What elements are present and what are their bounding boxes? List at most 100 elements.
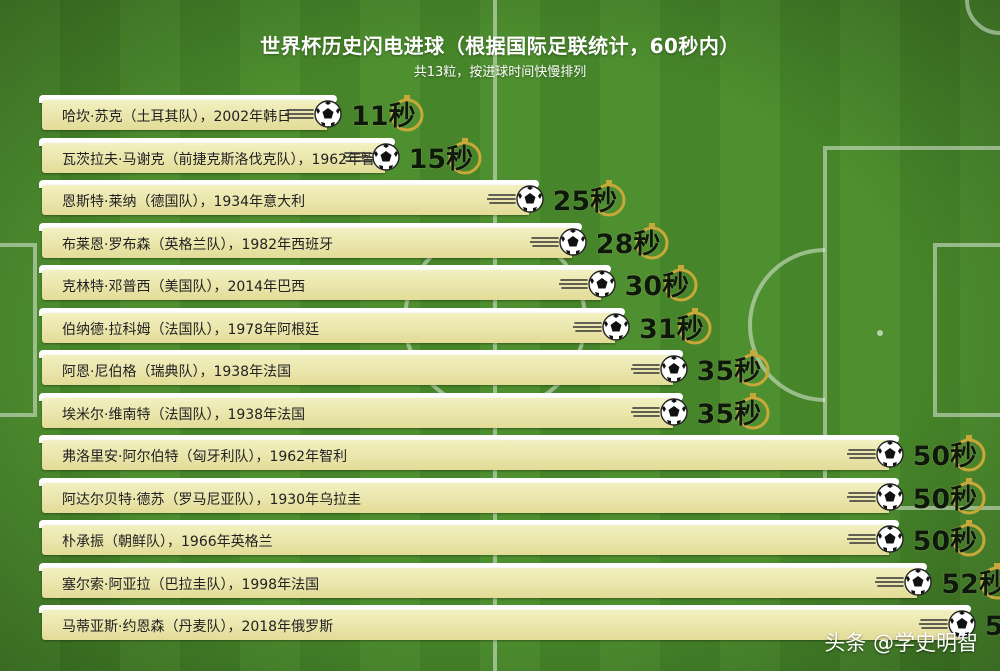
value-label: 25秒 — [552, 186, 618, 217]
stopwatch-icon — [736, 392, 770, 429]
speed-lines-icon — [558, 279, 588, 289]
stopwatch-icon — [448, 137, 482, 174]
value-label: 31秒 — [639, 313, 704, 345]
chart-subtitle: 共13粒，按进球时间快慢排列 — [413, 65, 587, 80]
soccer-ball-icon — [587, 270, 616, 298]
stopwatch-icon — [592, 180, 626, 217]
stopwatch-icon — [736, 350, 770, 387]
value-label: 50秒 — [912, 526, 978, 557]
stopwatch-icon — [390, 95, 424, 132]
bar: 瓦茨拉夫·马谢克（前捷克斯洛伐克队），1962年智利 15秒 — [39, 137, 482, 175]
category-label: 恩斯特·莱纳（德国队），1934年意大利 — [62, 194, 306, 210]
bar: 布莱恩·罗布森（英格兰队），1982年西班牙 28秒 — [39, 222, 669, 260]
bar: 哈坎·苏克（土耳其队），2002年韩日 11秒 — [39, 95, 424, 132]
speed-lines-icon — [630, 406, 660, 417]
bar-fill — [42, 525, 889, 555]
soccer-ball-icon — [875, 525, 904, 553]
soccer-ball-icon — [559, 227, 587, 256]
bar: 马蒂亚斯·约恩森（丹麦队），2018年俄罗斯 55秒 — [39, 605, 1000, 642]
stopwatch-icon — [635, 222, 669, 259]
category-label: 弗洛里安·阿尔伯特（匈牙利队），1962年智利 — [62, 449, 348, 465]
bar-top-edge — [39, 265, 611, 273]
value-label: 35秒 — [696, 356, 762, 387]
value-label: 15秒 — [408, 143, 474, 175]
bar-fill — [42, 227, 572, 258]
bar-fill — [42, 270, 601, 300]
bar: 恩斯特·莱纳（德国队），1934年意大利 25秒 — [39, 180, 626, 217]
chart-title: 世界杯历史闪电进球（根据国际足联统计，60秒内） — [260, 34, 740, 58]
bar: 阿恩·尼伯格（瑞典队），1938年法国 35秒 — [39, 350, 770, 387]
watermark: 头条 @学史明智 — [824, 631, 978, 655]
bar: 塞尔索·阿亚拉（巴拉圭队），1998年法国 52秒 — [39, 562, 1000, 600]
bar-fill — [42, 440, 889, 470]
soccer-ball-icon — [515, 185, 544, 213]
stopwatch-icon — [980, 562, 1000, 599]
bar: 弗洛里安·阿尔伯特（匈牙利队），1962年智利 50秒 — [39, 435, 986, 472]
speed-lines-icon — [846, 534, 876, 544]
category-label: 哈坎·苏克（土耳其队），2002年韩日 — [62, 109, 292, 125]
value-label: 50秒 — [912, 483, 978, 515]
stopwatch-icon — [664, 265, 698, 302]
bar-fill — [42, 610, 961, 640]
category-label: 阿恩·尼伯格（瑞典队），1938年法国 — [62, 364, 292, 380]
bar-top-edge — [39, 520, 899, 528]
speed-lines-icon — [573, 321, 602, 332]
bar-top-edge — [39, 562, 928, 571]
category-label: 阿达尔贝特·德苏（罗马尼亚队），1930年乌拉圭 — [62, 491, 362, 508]
value-label: 50秒 — [912, 441, 978, 472]
value-label: 11秒 — [351, 101, 416, 132]
soccer-ball-icon — [371, 142, 400, 171]
category-label: 伯纳德·拉科姆（法国队），1978年阿根廷 — [62, 321, 320, 338]
bar-fill — [42, 482, 889, 513]
speed-lines-icon — [918, 619, 948, 629]
bar-top-edge — [39, 350, 683, 358]
value-label: 52秒 — [941, 568, 1000, 600]
bar: 克林特·邓普西（美国队），2014年巴西 30秒 — [39, 265, 698, 302]
category-label: 埃米尔·维南特（法国队），1938年法国 — [62, 406, 306, 423]
bar-fill — [42, 185, 529, 215]
stopwatch-icon — [952, 435, 986, 472]
stopwatch-icon — [678, 307, 712, 344]
speed-lines-icon — [285, 109, 314, 119]
category-label: 克林特·邓普西（美国队），2014年巴西 — [62, 279, 306, 295]
bar-top-edge — [39, 605, 971, 613]
value-label: 55秒 — [984, 611, 1000, 642]
bar-fill — [42, 397, 673, 428]
category-label: 瓦茨拉夫·马谢克（前捷克斯洛伐克队），1962年智利 — [62, 151, 390, 168]
speed-lines-icon — [630, 364, 660, 374]
category-label: 塞尔索·阿亚拉（巴拉圭队），1998年法国 — [62, 576, 320, 593]
speed-lines-icon — [342, 151, 372, 162]
bar: 伯纳德·拉科姆（法国队），1978年阿根廷 31秒 — [39, 307, 712, 345]
bar-fill — [42, 567, 918, 598]
speed-lines-icon — [846, 449, 876, 459]
bar-top-edge — [39, 137, 395, 146]
bar: 阿达尔贝特·德苏（罗马尼亚队），1930年乌拉圭 50秒 — [39, 477, 986, 515]
soccer-ball-icon — [875, 482, 904, 511]
soccer-ball-icon — [602, 312, 630, 341]
bar-fill — [42, 100, 327, 130]
speed-lines-icon — [529, 236, 559, 247]
soccer-ball-icon — [875, 440, 904, 468]
speed-lines-icon — [846, 491, 876, 502]
category-label: 布莱恩·罗布森（英格兰队），1982年西班牙 — [62, 236, 334, 253]
bar: 埃米尔·维南特（法国队），1938年法国 35秒 — [39, 392, 770, 430]
bar-top-edge — [39, 435, 899, 443]
bar-top-edge — [39, 180, 539, 188]
bar-top-edge — [39, 392, 683, 401]
category-label: 马蒂亚斯·约恩森（丹麦队），2018年俄罗斯 — [62, 619, 334, 635]
value-label: 28秒 — [595, 228, 661, 260]
speed-lines-icon — [486, 194, 516, 204]
soccer-ball-icon — [659, 397, 688, 426]
bar-fill — [42, 355, 673, 385]
bar-top-edge — [39, 95, 337, 103]
value-label: 35秒 — [696, 398, 762, 430]
bar-top-edge — [39, 307, 625, 316]
bar-fill — [42, 142, 385, 173]
soccer-ball-icon — [314, 100, 342, 128]
stopwatch-icon — [952, 477, 986, 514]
bar-top-edge — [39, 222, 582, 231]
bar-fill — [42, 312, 615, 343]
speed-lines-icon — [875, 576, 905, 587]
